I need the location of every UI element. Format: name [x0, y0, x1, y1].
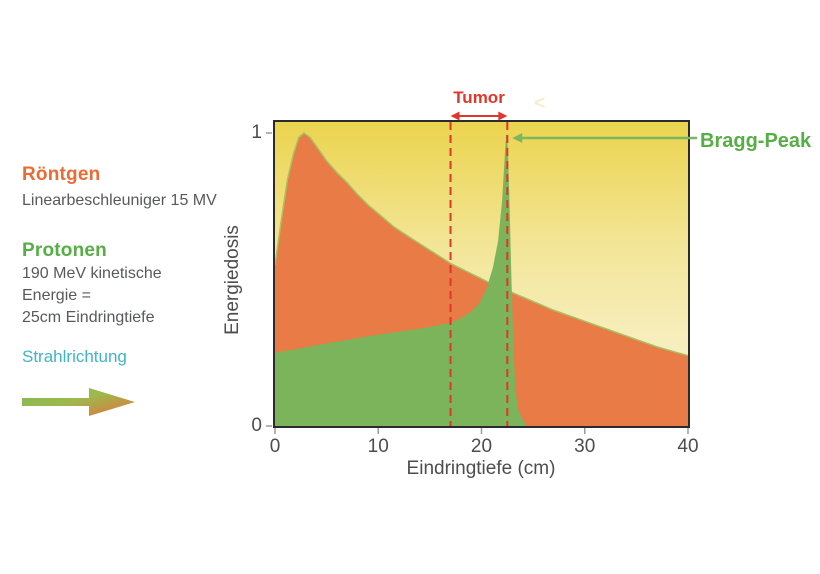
proton-detail-line-2: Energie = — [22, 287, 91, 304]
beam-direction-arrow-icon — [22, 388, 135, 416]
xray-heading: Röntgen — [22, 164, 101, 185]
proton-detail-line-3: 25cm Eindringtiefe — [22, 309, 155, 326]
plot-area — [273, 120, 690, 428]
x-tick-label-0: 0 — [269, 436, 281, 457]
beam-direction-label: Strahlrichtung — [22, 347, 127, 366]
x-tick-label-10: 10 — [367, 436, 389, 457]
y-tick-label-0: 0 — [251, 415, 262, 436]
proton-heading: Protonen — [22, 240, 107, 261]
x-tick-label-40: 40 — [677, 436, 699, 457]
y-tick-label-1: 1 — [251, 122, 262, 143]
proton-detail-line-1: 190 MeV kinetische — [22, 265, 162, 282]
x-axis-title: Eindringtiefe (cm) — [406, 458, 556, 479]
watermark-chevron: < — [534, 93, 546, 114]
xray-subtitle: Linearbeschleuniger 15 MV — [22, 192, 217, 209]
x-tick-label-20: 20 — [470, 436, 493, 457]
x-tick-label-30: 30 — [574, 436, 596, 457]
tumor-label: Tumor — [453, 88, 505, 107]
y-axis-title: Energiedosis — [222, 225, 243, 335]
bragg-peak-label: Bragg-Peak — [700, 130, 812, 152]
